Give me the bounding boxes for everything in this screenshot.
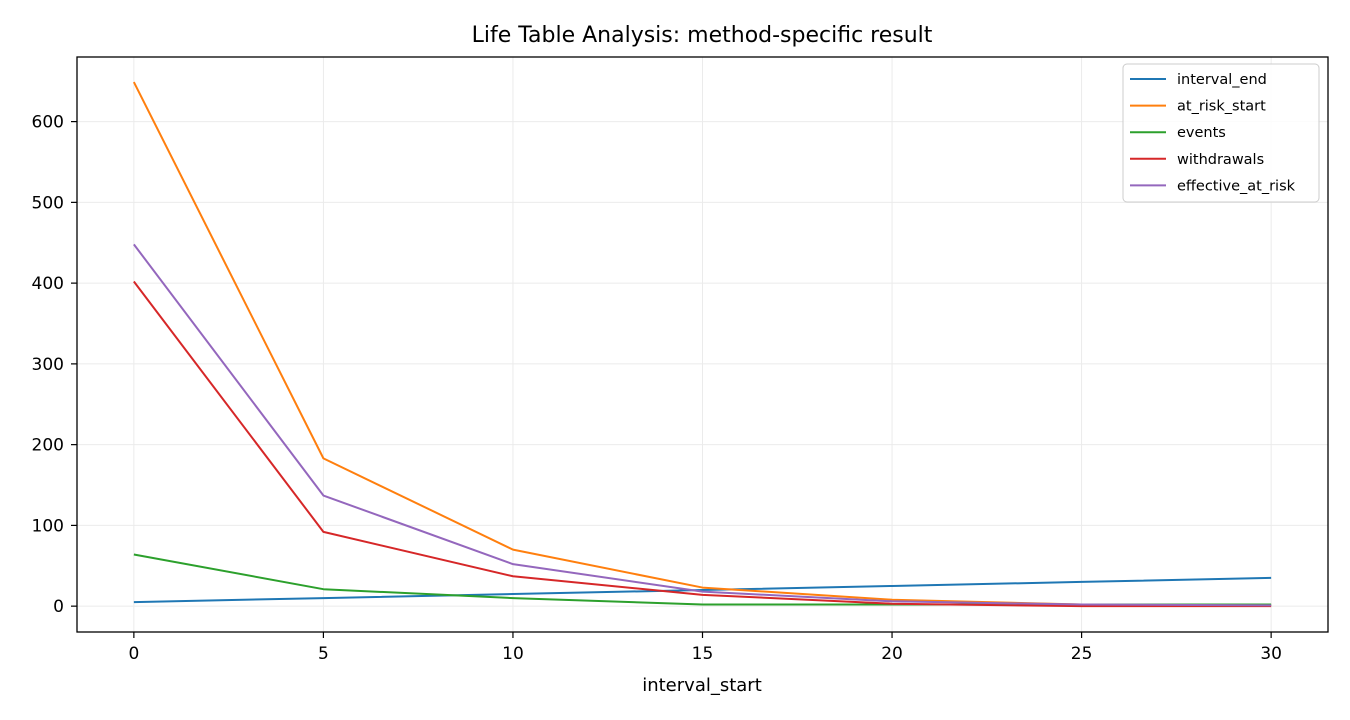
- y-tick-label: 200: [32, 436, 64, 456]
- series-line-withdrawals: [133, 280, 1272, 608]
- y-tick-label: 300: [32, 355, 64, 375]
- legend-label-events: events: [1177, 125, 1226, 141]
- legend-label-effective-at-risk: effective_at_risk: [1177, 178, 1296, 194]
- x-tick-label: 0: [128, 644, 139, 664]
- legend-label-interval-end: interval_end: [1177, 72, 1267, 88]
- y-tick-label: 600: [32, 113, 64, 133]
- x-tick-label: 10: [502, 644, 524, 664]
- x-tick-label: 15: [692, 644, 714, 664]
- series-line-interval-end: [133, 576, 1272, 604]
- series-lines: [132, 81, 1272, 608]
- x-tick-label: 30: [1260, 644, 1282, 664]
- y-tick-label: 500: [32, 193, 64, 213]
- y-tick-label: 0: [53, 597, 64, 617]
- legend-box: [1122, 63, 1320, 203]
- y-axis-ticks: 0 100 200 300 400 500 600: [32, 113, 77, 617]
- x-tick-label: 20: [881, 644, 903, 664]
- series-line-effective-at-risk: [133, 243, 1272, 607]
- y-tick-label: 400: [32, 274, 64, 294]
- chart-title: Life Table Analysis: method-specific res…: [472, 23, 933, 48]
- x-tick-label: 25: [1071, 644, 1093, 664]
- x-axis-ticks: 0 5 10 15 20 25 30: [128, 632, 1282, 664]
- legend-label-withdrawals: withdrawals: [1177, 152, 1264, 168]
- legend-label-at-risk-start: at_risk_start: [1177, 99, 1266, 115]
- grid: [77, 57, 1328, 632]
- y-tick-label: 100: [32, 516, 64, 536]
- x-tick-label: 5: [318, 644, 329, 664]
- x-axis-title: interval_start: [642, 675, 762, 696]
